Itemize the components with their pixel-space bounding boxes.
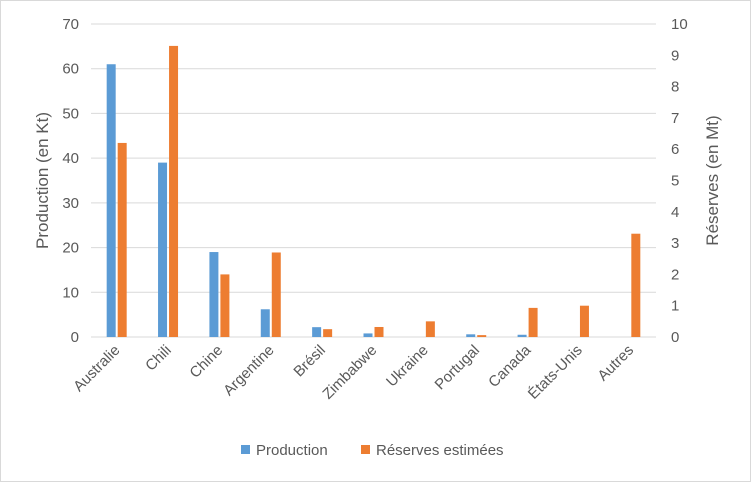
bar-reserves: [477, 335, 487, 337]
bar-reserves: [271, 252, 281, 337]
legend-label: Réserves estimées: [376, 442, 504, 459]
y-tick-label: 40: [62, 150, 79, 167]
bar-reserves: [117, 142, 127, 337]
x-tick-label: Zimbabwe: [319, 342, 380, 403]
bar-production: [517, 334, 527, 337]
bar-production: [363, 333, 373, 337]
x-tick-label: États-Unis: [525, 342, 586, 403]
legend-swatch: [241, 445, 250, 454]
bar-production: [466, 334, 476, 337]
x-tick-label: Ukraine: [383, 342, 432, 391]
bar-production: [106, 64, 116, 337]
bar-production: [312, 327, 322, 337]
x-tick-label: Argentine: [220, 342, 277, 399]
y2-tick-label: 4: [671, 204, 679, 221]
y2-axis-title: Réserves (en Mt): [703, 115, 722, 245]
y2-tick-label: 10: [671, 16, 688, 33]
bar-reserves: [169, 45, 179, 337]
y-tick-label: 10: [62, 284, 79, 301]
y-tick-label: 50: [62, 105, 79, 122]
gridlines: [91, 23, 656, 338]
y2-tick-label: 8: [671, 79, 679, 96]
bars: [106, 45, 641, 337]
y-tick-label: 70: [62, 16, 79, 33]
bar-reserves: [631, 233, 641, 337]
bar-reserves: [220, 274, 230, 337]
legend-swatch: [361, 445, 370, 454]
axes: 0 10 20 30 40 50 60 70 0 1 2 3 4 5 6 7 8 9 10 Australie Chil…: [33, 16, 722, 403]
bar-reserves: [528, 307, 538, 337]
y2-tick-label: 5: [671, 173, 679, 190]
y2-tick-label: 3: [671, 235, 679, 252]
bar-reserves: [374, 326, 384, 337]
y2-tick-label: 1: [671, 298, 679, 315]
bar-production: [260, 309, 270, 337]
bar-production: [158, 162, 168, 337]
x-tick-label: Canada: [485, 341, 535, 391]
legend-label: Production: [256, 442, 328, 459]
y-tick-label: 60: [62, 61, 79, 78]
x-tick-label: Chine: [186, 342, 226, 382]
bar-reserves: [579, 305, 589, 337]
y2-tick-label: 9: [671, 47, 679, 64]
bar-reserves: [425, 321, 435, 337]
x-tick-label: Australie: [70, 342, 123, 395]
y2-tick-label: 7: [671, 110, 679, 127]
y2-tick-label: 2: [671, 266, 679, 283]
y2-tick-label: 6: [671, 141, 679, 158]
bar-production: [209, 252, 219, 337]
y-axis-title: Production (en Kt): [33, 112, 52, 249]
y-tick-label: 30: [62, 195, 79, 212]
y-tick-label: 20: [62, 240, 79, 257]
bar-reserves: [323, 329, 333, 337]
x-tick-label: Brésil: [290, 342, 329, 381]
x-tick-label: Portugal: [432, 342, 484, 394]
legend: Production Réserves estimées: [241, 442, 504, 459]
y2-tick-label: 0: [671, 329, 679, 346]
x-tick-label: Chili: [142, 342, 175, 375]
x-tick-label: Autres: [594, 342, 637, 385]
y-tick-label: 0: [71, 329, 79, 346]
